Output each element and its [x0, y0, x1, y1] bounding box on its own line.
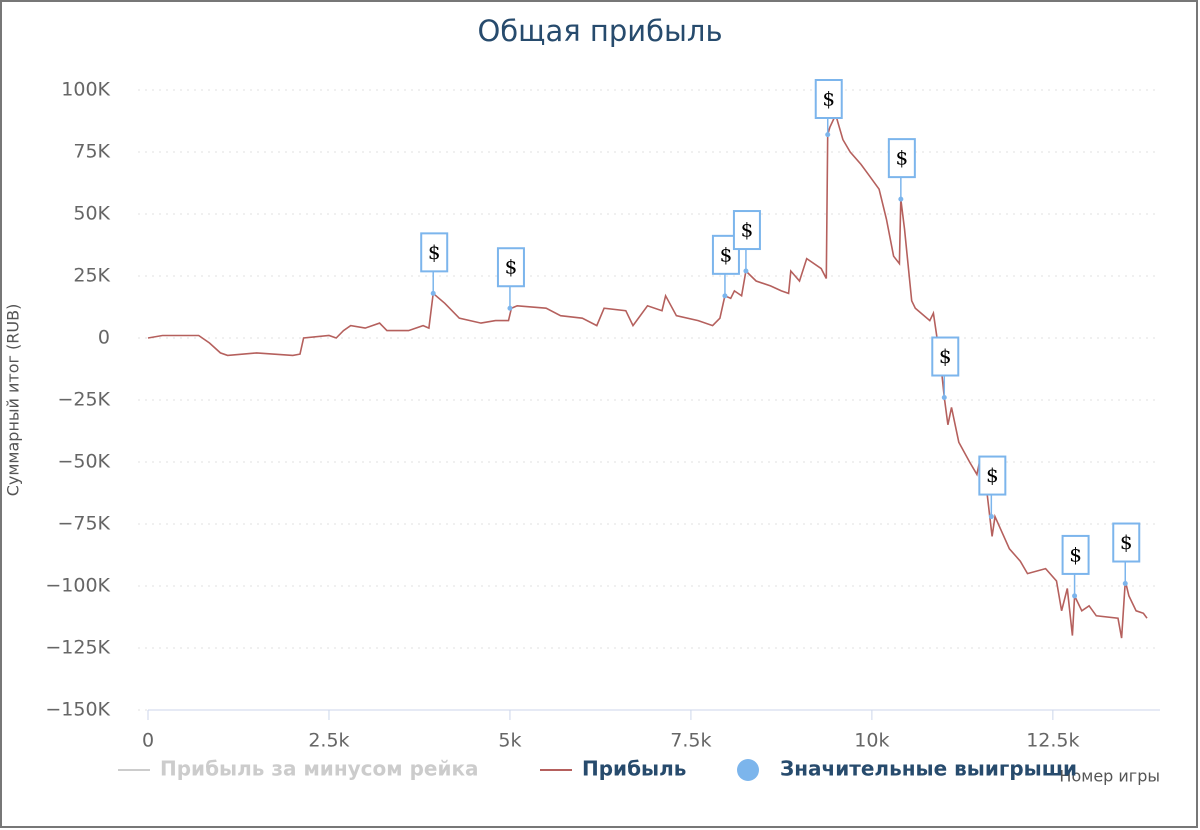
flag: $ — [420, 232, 449, 296]
flag-box — [978, 455, 1007, 496]
x-tick-label: 5k — [498, 730, 521, 752]
y-tick-label: 100K — [61, 79, 110, 101]
flag-box — [496, 247, 525, 288]
flag-box — [1061, 534, 1090, 575]
x-axis-title: Номер игры — [1059, 767, 1160, 786]
chart-title: Общая прибыль — [477, 14, 722, 48]
y-tick-label: −150K — [45, 699, 110, 721]
legend-item[interactable]: Прибыль — [582, 757, 686, 781]
flag-box — [931, 336, 960, 377]
legend-item[interactable]: Прибыль за минусом рейка — [160, 757, 479, 781]
y-tick-label: 0 — [98, 327, 110, 349]
flag-point — [743, 268, 749, 274]
flag-box — [420, 232, 449, 273]
flag-label: $ — [939, 344, 952, 368]
flag-point — [507, 305, 513, 311]
legend-item[interactable]: Значительные выигрыши — [780, 757, 1077, 781]
flag-point — [988, 514, 994, 520]
flag-label: $ — [741, 218, 754, 242]
flag: $ — [1112, 522, 1141, 587]
legend-symbol[interactable] — [737, 759, 759, 781]
flag-point — [941, 395, 947, 401]
profit-line — [147, 112, 1148, 639]
flag-box — [1112, 522, 1141, 563]
y-tick-label: −75K — [57, 513, 110, 535]
x-tick-label: 0 — [142, 730, 154, 752]
x-tick-label: 7.5k — [670, 730, 711, 752]
y-tick-label: 25K — [73, 265, 110, 287]
y-tick-label: −50K — [57, 451, 110, 473]
y-tick-label: −25K — [57, 389, 110, 411]
flag-point — [1122, 581, 1128, 587]
flag: $ — [814, 79, 843, 138]
flag-point — [1072, 593, 1078, 599]
flag-label: $ — [822, 87, 835, 111]
flag: $ — [931, 336, 960, 401]
flag: $ — [732, 210, 761, 274]
flag-label: $ — [1069, 542, 1082, 566]
y-axis-title: Суммарный итог (RUB) — [4, 304, 23, 497]
flag: $ — [711, 234, 740, 299]
flag-box — [814, 79, 843, 119]
flag: $ — [887, 138, 916, 202]
flag-label: $ — [428, 240, 441, 264]
flag-label: $ — [986, 463, 999, 487]
x-tick-label: 2.5k — [308, 730, 349, 752]
flag-point — [898, 196, 904, 202]
flag-point — [825, 132, 831, 138]
y-tick-label: 50K — [73, 203, 110, 225]
flag-point — [722, 293, 728, 299]
x-tick-label: 12.5k — [1026, 730, 1079, 752]
flag-label: $ — [720, 242, 733, 266]
flag-label: $ — [895, 146, 908, 170]
flag: $ — [978, 455, 1007, 520]
flag-label: $ — [505, 255, 518, 279]
y-tick-label: 75K — [73, 141, 110, 163]
flag-label: $ — [1120, 530, 1133, 554]
flag-box — [887, 138, 916, 179]
flag: $ — [496, 247, 525, 311]
y-tick-label: −125K — [45, 637, 110, 659]
flag: $ — [1061, 534, 1090, 599]
x-tick-label: 10k — [854, 730, 889, 752]
flag-point — [430, 290, 436, 296]
flag-box — [732, 210, 761, 251]
y-tick-label: −100K — [45, 575, 110, 597]
